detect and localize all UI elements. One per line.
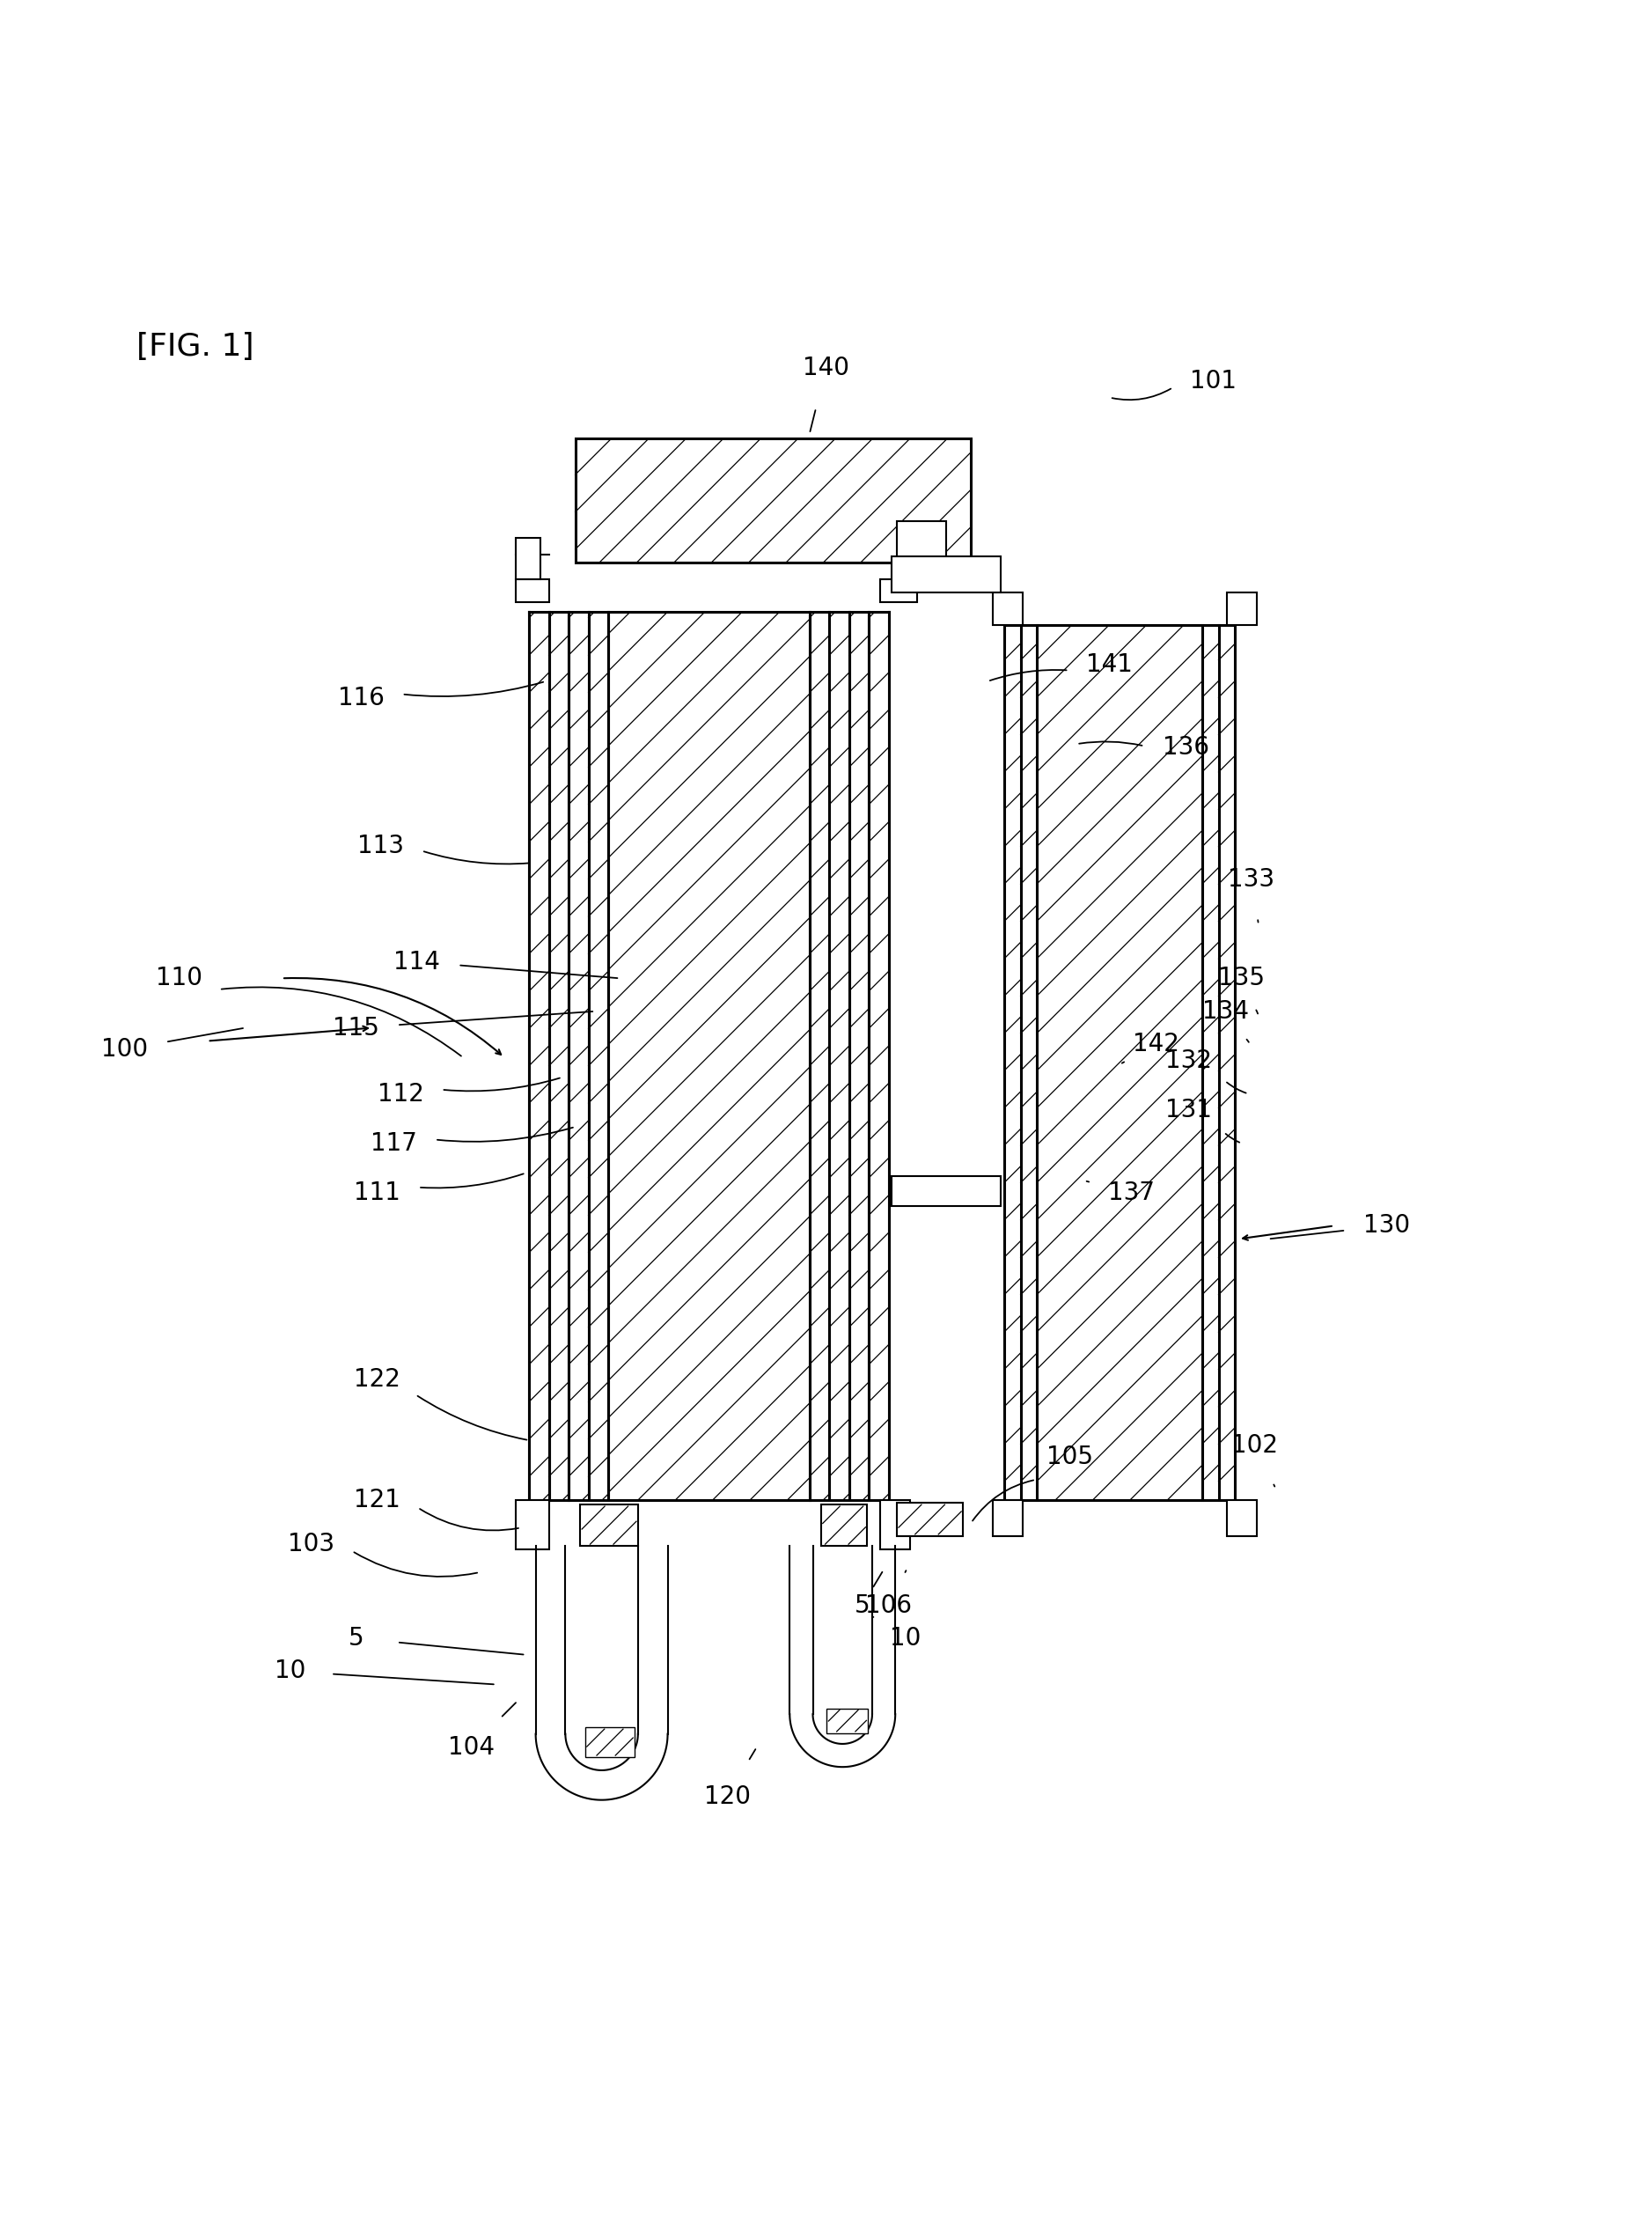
Bar [881,580,917,602]
Text: 134: 134 [1203,999,1249,1023]
Text: 5: 5 [349,1625,363,1652]
Text: 117: 117 [370,1131,416,1156]
Bar [897,520,947,562]
FancyArrowPatch shape [1270,1231,1343,1238]
Text: 131: 131 [1166,1098,1213,1122]
Text: 106: 106 [866,1592,912,1618]
Text: 113: 113 [357,835,405,859]
Text: 115: 115 [332,1016,380,1041]
FancyArrowPatch shape [221,987,461,1056]
FancyArrowPatch shape [420,1510,519,1530]
Text: 111: 111 [354,1180,400,1204]
FancyArrowPatch shape [1112,390,1171,401]
FancyArrowPatch shape [1227,1083,1246,1094]
Bar [585,1727,634,1758]
Text: 10: 10 [890,1625,920,1652]
Bar [580,1506,638,1545]
FancyArrowPatch shape [438,1127,573,1142]
Text: 112: 112 [377,1080,423,1107]
FancyArrowPatch shape [444,1078,560,1092]
Text: 122: 122 [354,1366,400,1393]
Text: 110: 110 [155,965,203,990]
Text: 101: 101 [1191,370,1237,394]
Text: 142: 142 [1133,1032,1180,1056]
FancyArrowPatch shape [750,1749,755,1760]
FancyArrowPatch shape [418,1397,527,1439]
Bar [529,611,889,1499]
FancyArrowPatch shape [400,1643,524,1654]
Bar [515,580,548,602]
Text: 121: 121 [354,1488,400,1512]
Text: 136: 136 [1163,735,1209,759]
FancyArrowPatch shape [809,410,816,432]
Text: 140: 140 [803,356,849,381]
Bar [515,538,540,580]
Bar [575,438,971,562]
FancyArrowPatch shape [425,852,530,863]
FancyArrowPatch shape [405,682,544,697]
FancyArrowPatch shape [400,1012,593,1025]
FancyArrowPatch shape [1079,742,1142,746]
Text: 130: 130 [1363,1213,1411,1238]
FancyArrowPatch shape [973,1481,1034,1521]
Bar [821,1506,867,1545]
FancyArrowPatch shape [874,1572,882,1587]
Bar [993,1499,1023,1537]
FancyArrowPatch shape [502,1703,515,1716]
Text: 133: 133 [1227,868,1275,892]
Bar [892,556,1001,591]
FancyArrowPatch shape [990,671,1067,680]
FancyArrowPatch shape [169,1027,243,1041]
Bar [826,1709,867,1734]
Bar [993,591,1023,624]
Text: 5: 5 [854,1592,871,1618]
Text: 102: 102 [1231,1432,1279,1457]
Text: 114: 114 [393,950,439,974]
Text: 141: 141 [1087,653,1133,677]
Bar [1004,624,1236,1499]
FancyArrowPatch shape [334,1674,494,1685]
Bar [881,1499,910,1550]
Text: 116: 116 [337,686,385,711]
Text: 105: 105 [1047,1444,1094,1470]
Bar [892,1176,1001,1207]
FancyArrowPatch shape [461,965,618,979]
Text: [FIG. 1]: [FIG. 1] [137,332,254,361]
FancyArrowPatch shape [1247,1038,1249,1043]
Text: 137: 137 [1108,1180,1155,1204]
Text: 10: 10 [274,1658,306,1683]
Text: 120: 120 [704,1784,750,1809]
Text: 100: 100 [101,1036,149,1061]
Bar [1227,1499,1257,1537]
FancyArrowPatch shape [421,1173,524,1189]
Text: 135: 135 [1219,965,1265,990]
Bar [1227,591,1257,624]
Bar [897,1503,963,1537]
Text: 132: 132 [1166,1049,1213,1074]
Bar [515,1499,548,1550]
FancyArrowPatch shape [354,1552,477,1576]
Text: 104: 104 [448,1736,494,1760]
Text: 103: 103 [287,1532,335,1556]
FancyArrowPatch shape [1226,1134,1239,1142]
